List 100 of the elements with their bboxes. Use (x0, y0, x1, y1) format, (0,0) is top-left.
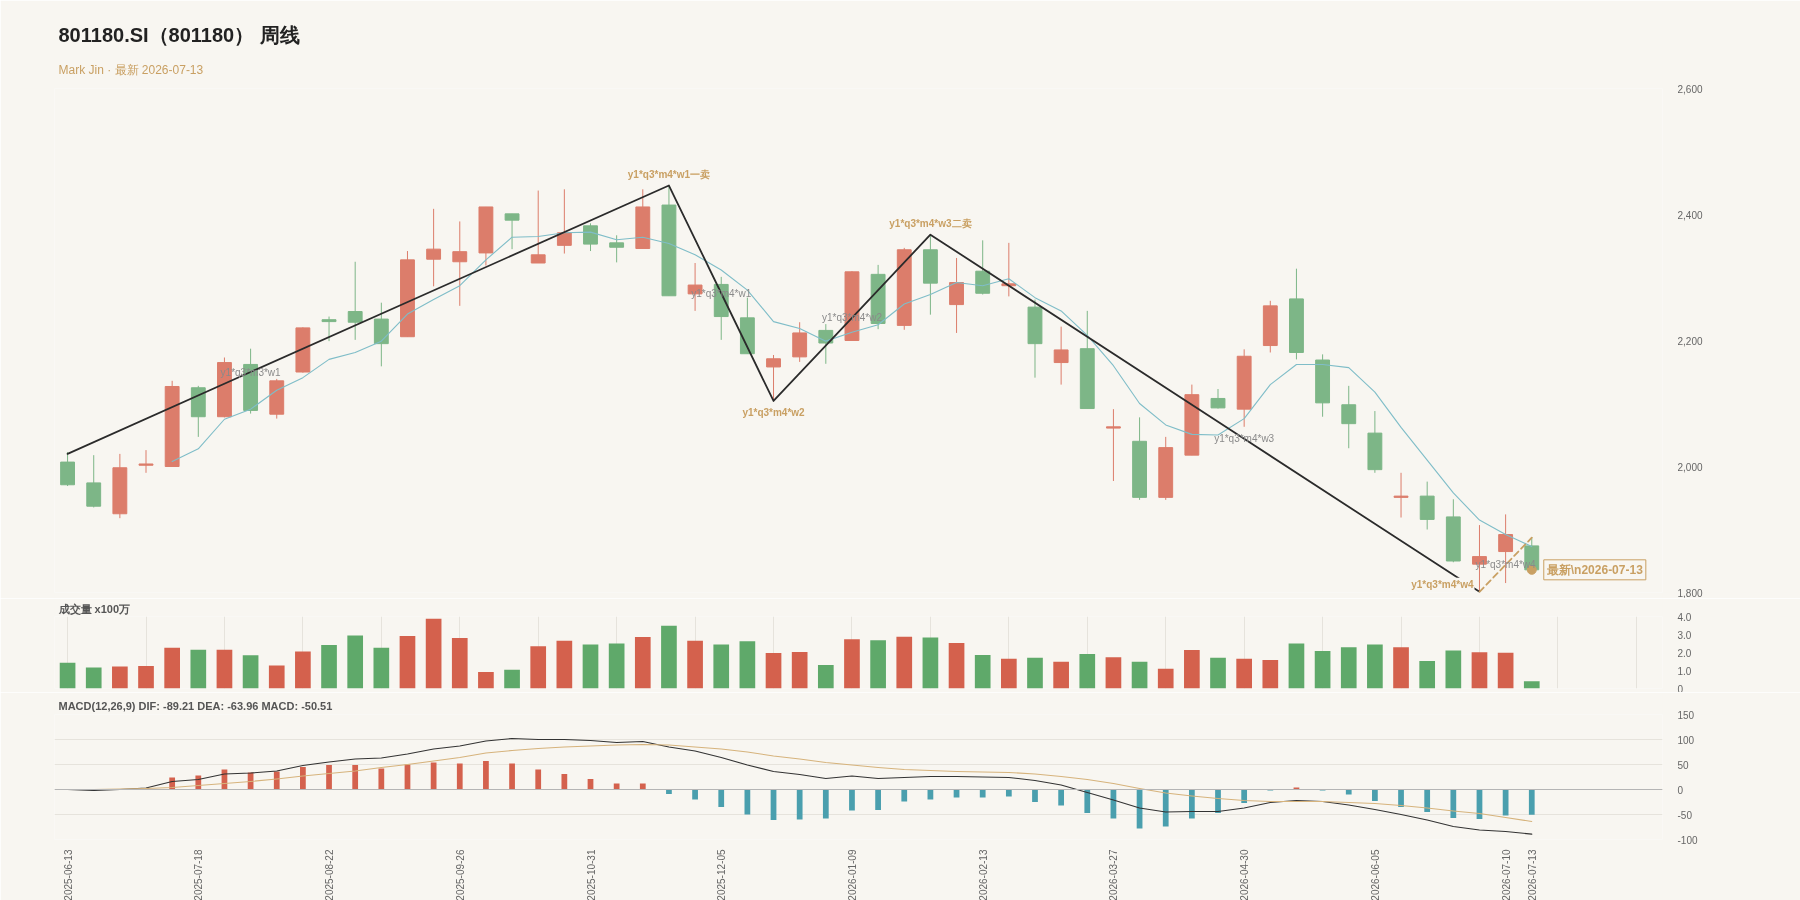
candlestick (452, 220, 468, 307)
candlestick (1053, 326, 1069, 386)
bar (974, 655, 991, 689)
bar (138, 666, 154, 689)
x-tick-label: 2026-07-10 (1500, 849, 1512, 900)
bar (530, 646, 547, 689)
candlestick (60, 451, 75, 487)
bar (687, 640, 703, 689)
y-tick-label: 2,000 (1677, 461, 1703, 473)
y-tick-label: 150 (1677, 709, 1695, 721)
bar (692, 789, 698, 800)
bar (352, 765, 359, 790)
bar (1262, 659, 1279, 689)
x-tick-label: 2026-03-27 (1108, 849, 1120, 900)
bar (979, 789, 986, 798)
data-label: y1*q3*m4*w4 (1411, 578, 1474, 590)
x-tick-label: 2025-12-05 (716, 849, 728, 900)
candlestick (556, 188, 572, 255)
y-tick-label: 2,600 (1677, 83, 1703, 95)
bar (817, 664, 834, 689)
bar (1105, 657, 1122, 689)
bar (739, 641, 756, 689)
y-tick-label: 4.0 (1677, 611, 1692, 623)
bar (326, 765, 332, 790)
chart-title: 801180.SI（801180） 周线 (58, 23, 300, 46)
y-tick-label: 2,200 (1677, 335, 1703, 347)
bar (791, 651, 808, 689)
candlestick (949, 257, 964, 334)
y-tick-label: 0 (1677, 784, 1684, 796)
bar (556, 640, 573, 689)
x-tick-label: 2025-09-26 (454, 849, 466, 900)
bar (451, 638, 468, 689)
bar (1188, 789, 1195, 819)
bar (1058, 789, 1065, 806)
data-label: y1*q3*m4*w2 (742, 406, 806, 418)
candlestick (530, 190, 546, 264)
bar (59, 662, 76, 689)
bar (608, 643, 625, 689)
bar (535, 769, 542, 790)
y-tick-label: -50 (1677, 809, 1693, 821)
bar (634, 637, 651, 689)
bar (1184, 649, 1200, 689)
bar (922, 637, 939, 689)
candlestick (1393, 472, 1409, 519)
bar (1393, 647, 1409, 689)
y-tick-label: 1,800 (1677, 587, 1703, 599)
x-tick-label: 2026-06-05 (1369, 849, 1381, 900)
bar (85, 667, 102, 689)
candlestick (583, 222, 598, 252)
y-tick-label: 50 (1677, 759, 1690, 771)
bar (1162, 789, 1169, 827)
y-tick-label: 2.0 (1677, 647, 1692, 659)
candlestick (792, 321, 808, 363)
y-tick-label: -100 (1677, 834, 1698, 846)
x-tick-label: 2026-01-09 (846, 849, 858, 900)
bar (112, 666, 128, 689)
bar (1236, 658, 1252, 689)
candlestick (1341, 385, 1357, 449)
candlestick (504, 213, 520, 250)
bar (875, 789, 881, 810)
bar (1340, 647, 1357, 689)
bar (718, 789, 725, 807)
y-tick-label: 2,400 (1677, 209, 1703, 221)
bar (242, 655, 259, 689)
bar (1345, 789, 1352, 795)
bar (509, 763, 515, 790)
data-label: 最新\n2026-07-13 (1545, 562, 1644, 577)
bar (948, 642, 965, 689)
bar (849, 789, 855, 811)
bar (822, 789, 829, 819)
bar (1210, 657, 1226, 689)
candlestick (1210, 388, 1226, 410)
bar (478, 671, 494, 689)
y-tick-label: 100 (1677, 734, 1695, 746)
bar (504, 669, 520, 689)
bar (399, 635, 416, 689)
bar (1027, 657, 1043, 689)
bar (456, 763, 463, 790)
candlestick (86, 454, 102, 508)
candlestick (138, 449, 154, 474)
x-tick-label: 2025-08-22 (324, 849, 336, 900)
bar (1372, 789, 1378, 801)
bar (1445, 650, 1462, 689)
bar (796, 789, 803, 820)
bar (1005, 789, 1012, 797)
bar (561, 774, 568, 790)
x-tick-label: 2026-04-30 (1239, 849, 1251, 900)
bar (373, 647, 390, 689)
bar (765, 653, 782, 689)
candlestick (766, 354, 781, 402)
x-tick-label: 2026-02-13 (977, 849, 989, 900)
bar (1131, 661, 1148, 689)
bar (1288, 643, 1305, 689)
bar (1471, 652, 1488, 689)
bar (347, 635, 364, 689)
bar (295, 651, 311, 689)
chart-title: MACD(12,26,9) DIF: -89.21 DEA: -63.96 MACD: -50.51 (58, 699, 333, 712)
bar (425, 618, 442, 689)
x-tick-label: 2025-07-18 (193, 849, 205, 900)
x-tick-label: 2026-07-13 (1526, 849, 1538, 900)
